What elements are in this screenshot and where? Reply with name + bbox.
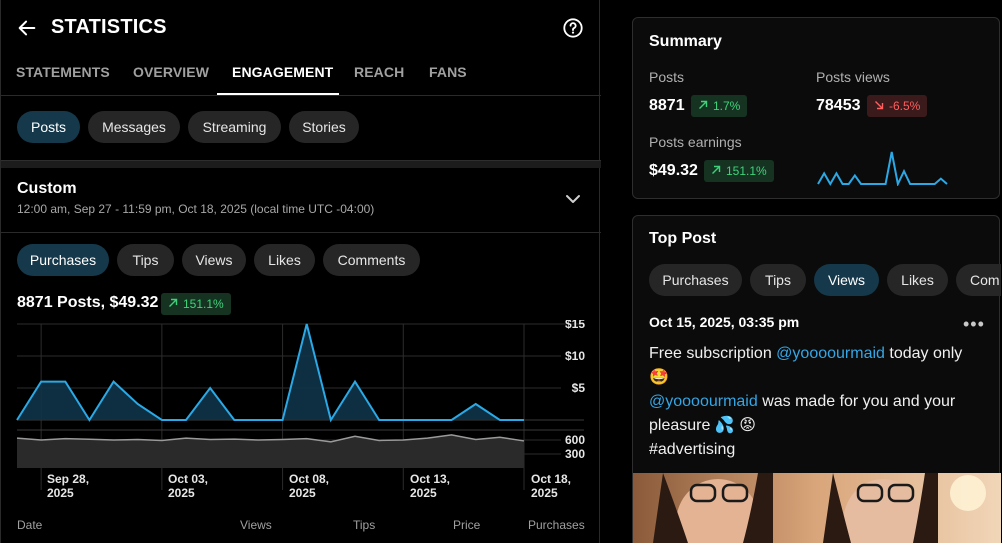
active-tab-indicator — [217, 93, 339, 95]
chip-views[interactable]: Views — [814, 264, 879, 296]
section-divider — [1, 160, 601, 168]
chip-comments[interactable]: Com — [956, 264, 1001, 296]
purchases-area — [17, 324, 524, 420]
posts-earnings-value: $49.32 — [649, 162, 698, 179]
page-title: STATISTICS — [51, 16, 167, 38]
date-range-subtitle: 12:00 am, Sep 27 - 11:59 pm, Oct 18, 202… — [17, 202, 375, 216]
summary-title: Summary — [649, 33, 722, 50]
y-tick-label: $15 — [565, 320, 585, 331]
tab-engagement[interactable]: ENGAGEMENT — [232, 64, 334, 80]
sidebar-panel: Summary Posts 8871 1.7% Posts views 7845… — [601, 0, 1002, 543]
top-post-metric-chips: Purchases Tips Views Likes Com — [633, 264, 1001, 298]
more-options-icon[interactable]: ••• — [963, 314, 985, 334]
column-header-views[interactable]: Views — [240, 518, 272, 532]
summary-card: Summary Posts 8871 1.7% Posts views 7845… — [632, 17, 1000, 199]
header: STATISTICS — [1, 0, 601, 56]
chip-likes[interactable]: Likes — [887, 264, 948, 296]
posts-label: Posts — [649, 69, 685, 85]
arrow-left-icon[interactable] — [16, 17, 38, 39]
x-tick-label: Oct 03, 2025 — [168, 472, 209, 500]
posts-views-change-badge: -6.5% — [867, 95, 928, 117]
stats-tabs: STATEMENTS OVERVIEW ENGAGEMENT REACH FAN… — [1, 56, 601, 96]
metric-summary-title: 8871 Posts, $49.32 — [17, 294, 159, 311]
y-tick-label: $10 — [565, 349, 585, 363]
post-media-preview[interactable] — [633, 473, 1001, 543]
chip-messages[interactable]: Messages — [88, 111, 180, 143]
chip-comments[interactable]: Comments — [323, 244, 420, 276]
chip-tips[interactable]: Tips — [117, 244, 174, 276]
divider — [1, 232, 601, 233]
chip-views[interactable]: Views — [182, 244, 246, 276]
chevron-down-icon[interactable] — [564, 192, 582, 206]
mention-link[interactable]: @yoooourmaid — [776, 345, 885, 362]
mention-link[interactable]: @yoooourmaid — [649, 393, 758, 410]
purchases-line — [16, 323, 524, 423]
posts-earnings-change-badge: 151.1% — [704, 160, 774, 182]
chip-purchases[interactable]: Purchases — [17, 244, 109, 276]
change-badge-value: 151.1% — [183, 297, 224, 311]
x-tick-label: Sep 28, 2025 — [47, 472, 90, 500]
y-tick-label: $5 — [572, 381, 586, 395]
y-tick-label: 300 — [565, 447, 585, 461]
post-date: Oct 15, 2025, 03:35 pm — [649, 314, 800, 330]
column-header-date[interactable]: Date — [17, 518, 43, 532]
earnings-sparkline — [817, 151, 948, 186]
x-tick-label: Oct 08, 2025 — [289, 472, 330, 500]
top-post-card: Top Post Purchases Tips Views Likes Com … — [632, 215, 1001, 543]
x-tick-label: Oct 18, 2025 — [531, 472, 572, 500]
posts-views-value: 78453 — [816, 97, 861, 114]
y-tick-label: 600 — [565, 433, 585, 447]
posts-value: 8871 — [649, 97, 685, 114]
change-badge: 151.1% — [161, 293, 231, 315]
chip-streaming[interactable]: Streaming — [188, 111, 281, 143]
column-header-tips[interactable]: Tips — [353, 518, 376, 532]
chip-likes[interactable]: Likes — [254, 244, 315, 276]
tab-overview[interactable]: OVERVIEW — [133, 64, 210, 80]
top-post-title: Top Post — [649, 230, 717, 247]
statistics-panel: STATISTICS STATEMENTS OVERVIEW ENGAGEMEN… — [0, 0, 601, 543]
tab-fans[interactable]: FANS — [429, 64, 467, 80]
arrow-up-right-icon — [712, 165, 721, 174]
posts-change-badge: 1.7% — [691, 95, 748, 117]
emoji: 💦 😡 — [714, 417, 756, 434]
column-header-price[interactable]: Price — [453, 518, 481, 532]
tab-statements[interactable]: STATEMENTS — [16, 64, 110, 80]
arrow-down-right-icon — [875, 101, 884, 110]
chip-posts[interactable]: Posts — [17, 111, 80, 143]
arrow-up-right-icon — [699, 100, 708, 109]
chip-stories[interactable]: Stories — [289, 111, 359, 143]
arrow-up-right-icon — [169, 298, 178, 307]
question-circle-icon[interactable] — [562, 17, 584, 39]
date-range-title[interactable]: Custom — [17, 180, 77, 197]
views-area — [17, 434, 524, 468]
posts-views-label: Posts views — [816, 69, 890, 85]
column-header-purchases[interactable]: Purchases — [528, 518, 585, 532]
emoji: 🤩 — [649, 369, 669, 386]
chip-purchases[interactable]: Purchases — [649, 264, 742, 296]
tab-reach[interactable]: REACH — [354, 64, 405, 80]
sparkline-path — [817, 151, 948, 186]
x-tick-label: Oct 13, 2025 — [410, 472, 451, 500]
posts-earnings-label: Posts earnings — [649, 134, 742, 150]
hashtag[interactable]: #advertising — [649, 441, 736, 458]
post-text: Free subscription @yoooourmaid today onl… — [649, 345, 963, 458]
views-line — [16, 434, 525, 443]
chip-tips[interactable]: Tips — [750, 264, 806, 296]
